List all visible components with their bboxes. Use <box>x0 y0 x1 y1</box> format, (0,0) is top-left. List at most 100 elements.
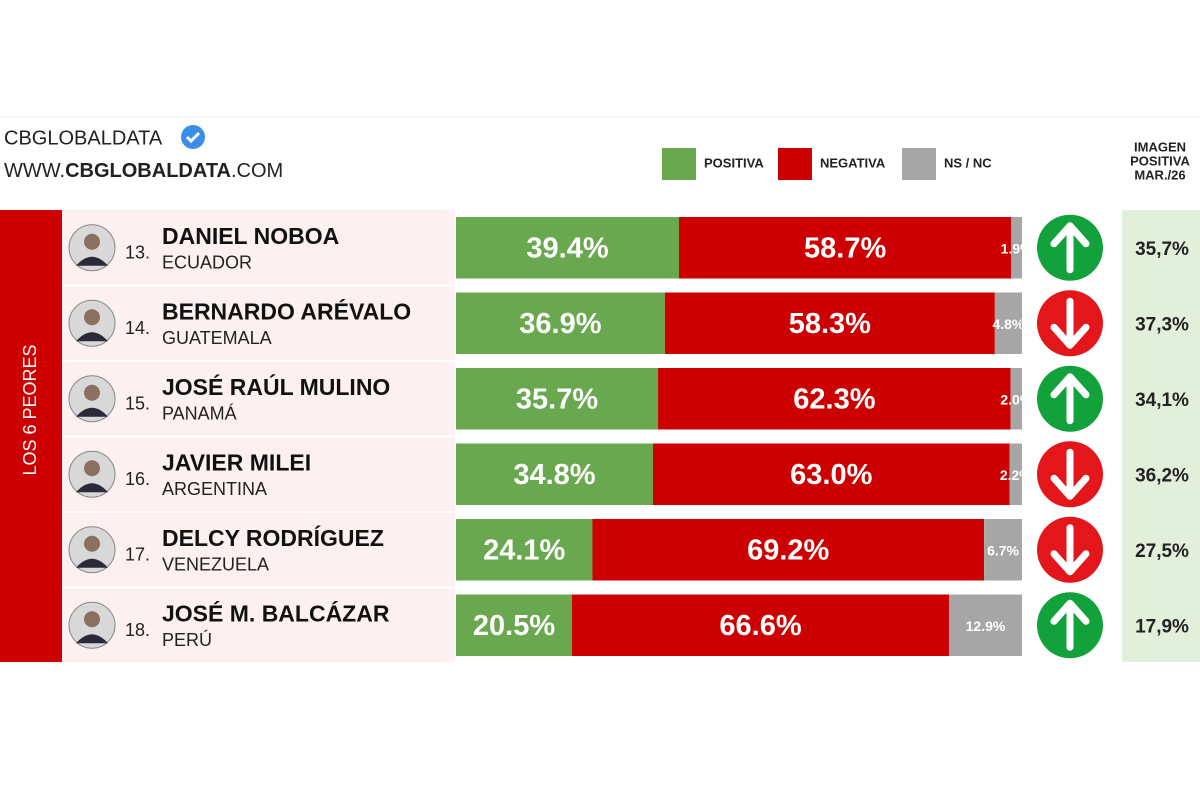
photo-body <box>76 634 108 644</box>
value-label: 58.7% <box>804 232 886 264</box>
leader-name: DELCY RODRÍGUEZ <box>162 524 384 551</box>
photo <box>68 526 116 574</box>
bar-segment <box>1010 368 1022 430</box>
url-bold: CBGLOBALDATA <box>65 160 231 182</box>
country: GUATEMALA <box>162 328 272 348</box>
bar-segment <box>456 217 680 279</box>
rank: 15. <box>125 394 150 414</box>
value-label: 4.8% <box>992 316 1024 332</box>
photo-head <box>84 611 100 628</box>
value-label: 24.1% <box>483 534 565 566</box>
leader-name: DANIEL NOBOA <box>162 223 339 249</box>
trend-arrow <box>1037 290 1103 357</box>
arrow-shape <box>1050 448 1090 500</box>
bar-segment <box>456 292 665 354</box>
bar-segment <box>456 519 593 581</box>
leader-name: JOSÉ M. BALCÁZAR <box>162 599 390 626</box>
website: WWW.CBGLOBALDATA.COM <box>4 160 283 182</box>
trend-arrow <box>1037 516 1103 583</box>
legend-swatch <box>662 148 696 180</box>
photo-body <box>76 483 108 493</box>
bar-segment <box>456 594 573 656</box>
photo <box>68 601 116 649</box>
photo <box>68 224 116 272</box>
legend-label: POSITIVA <box>704 155 764 170</box>
previous-value: 27,5% <box>1135 541 1189 562</box>
photo-head <box>84 460 100 477</box>
value-label: 66.6% <box>719 610 801 642</box>
bar-segment <box>658 368 1011 430</box>
legend-label: NS / NC <box>944 155 992 170</box>
value-label: 39.4% <box>526 232 608 264</box>
value-label: 36.9% <box>519 308 601 340</box>
trend-arrow <box>1037 441 1103 508</box>
arrow-shape <box>1050 599 1090 651</box>
photo-head <box>84 233 100 250</box>
country: ECUADOR <box>162 253 252 273</box>
leader-name: BERNARDO ARÉVALO <box>162 297 411 324</box>
value-label: 2.0% <box>1000 391 1032 407</box>
leader-name: JAVIER MILEI <box>162 449 311 475</box>
photo <box>68 375 116 423</box>
brand: CBGLOBALDATA <box>4 127 163 149</box>
photo-body <box>76 407 108 417</box>
previous-value: 35,7% <box>1135 239 1189 260</box>
rank: 16. <box>125 469 150 489</box>
bar-segment <box>1009 443 1022 505</box>
bar-segment <box>948 594 1022 656</box>
bar-segment <box>664 292 995 354</box>
photo <box>68 299 116 347</box>
photo-body <box>76 332 108 342</box>
trend-arrow <box>1037 592 1103 659</box>
value-label: 62.3% <box>793 383 875 415</box>
bar-segment <box>679 217 1012 279</box>
photo-head <box>84 535 100 552</box>
previous-value: 36,2% <box>1135 465 1189 486</box>
url-suffix: .COM <box>231 160 283 182</box>
value-label: 1.9% <box>1001 240 1033 256</box>
previous-value: 37,3% <box>1135 314 1189 335</box>
previous-title: MAR./26 <box>1134 167 1185 182</box>
previous-value: 17,9% <box>1135 616 1189 637</box>
legend-swatch <box>902 148 936 180</box>
legend-label: NEGATIVA <box>820 155 886 170</box>
bar-segment <box>652 443 1010 505</box>
arrow-shape <box>1050 222 1090 274</box>
rank: 14. <box>125 318 150 338</box>
previous-value: 34,1% <box>1135 390 1189 411</box>
country: PANAMÁ <box>162 404 237 424</box>
photo-head <box>84 384 100 401</box>
photo <box>68 450 116 498</box>
value-label: 2.2% <box>1000 467 1032 483</box>
rank: 17. <box>125 545 150 565</box>
arrow-shape <box>1050 524 1090 576</box>
bar-segment <box>984 519 1022 581</box>
leader-name: JOSÉ RAÚL MULINO <box>162 373 390 400</box>
value-label: 20.5% <box>473 610 555 642</box>
photo-head <box>84 309 100 326</box>
value-label: 6.7% <box>987 542 1019 558</box>
trend-arrow <box>1037 214 1103 281</box>
arrow-shape <box>1050 297 1090 349</box>
value-label: 35.7% <box>516 383 598 415</box>
bar-segment <box>456 368 659 430</box>
photo-body <box>76 558 108 568</box>
url-prefix: WWW. <box>4 160 65 182</box>
previous-panel <box>1122 210 1200 662</box>
trend-arrow <box>1037 365 1103 432</box>
country: ARGENTINA <box>162 479 267 499</box>
side-band <box>0 210 62 662</box>
value-label: 63.0% <box>790 459 872 491</box>
country: VENEZUELA <box>162 555 269 575</box>
previous-title: POSITIVA <box>1130 153 1190 168</box>
country: PERÚ <box>162 629 212 650</box>
value-label: 69.2% <box>747 534 829 566</box>
rank: 18. <box>125 620 150 640</box>
bar-segment <box>456 443 653 505</box>
value-label: 12.9% <box>966 618 1006 634</box>
photo-body <box>76 256 108 266</box>
arrow-shape <box>1050 373 1090 425</box>
value-label: 58.3% <box>789 308 871 340</box>
verified-badge <box>181 125 205 149</box>
